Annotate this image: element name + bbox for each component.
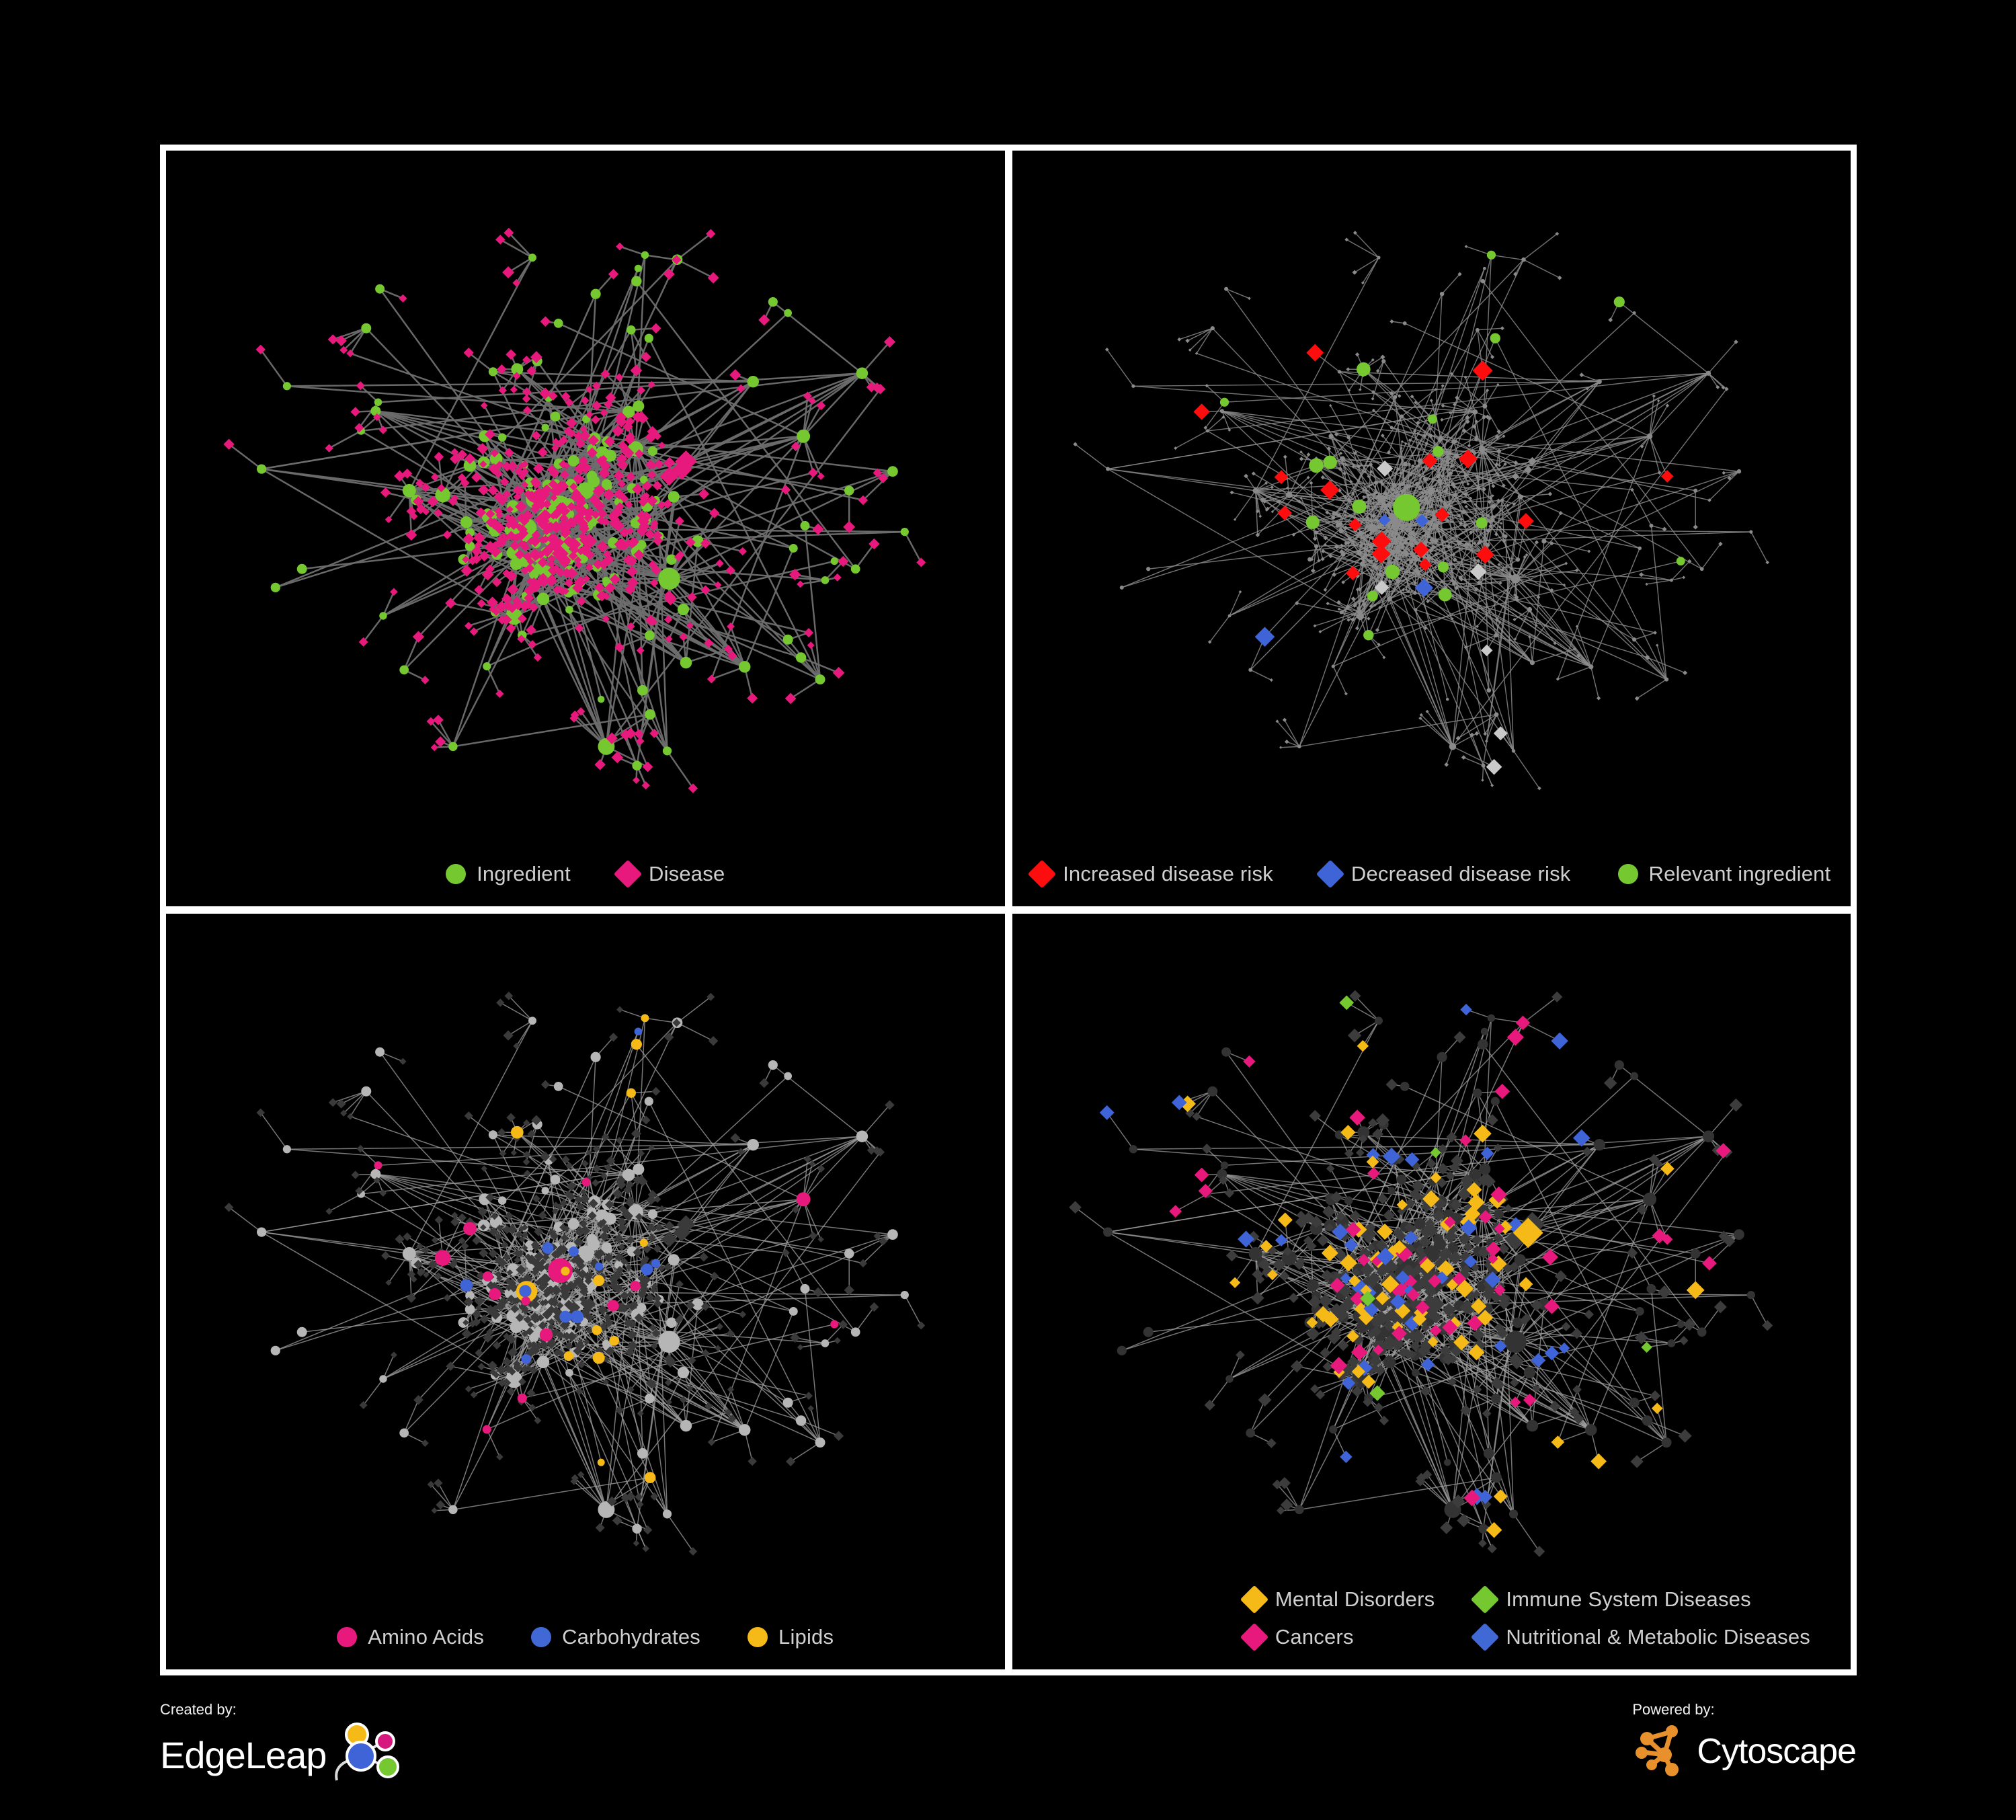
- panel-grid: Ingredient Disease Increased disease ris…: [160, 145, 1857, 1675]
- footer-kicker-left: Created by:: [160, 1701, 237, 1718]
- panel-disease-class[interactable]: Mental Disorders Immune System Diseases …: [1012, 914, 1851, 1669]
- network-canvas-4: [1012, 914, 1851, 1669]
- footer-wordmark-left: EdgeLeap: [160, 1733, 327, 1776]
- footer-created-by: Created by: EdgeLeap: [160, 1701, 412, 1788]
- network-canvas-2: [1012, 151, 1851, 906]
- network-canvas-3: [166, 914, 1005, 1669]
- panel-ingredient-class[interactable]: Amino Acids Carbohydrates Lipids: [166, 914, 1005, 1669]
- footer-wordmark-right: Cytoscape: [1697, 1731, 1857, 1771]
- cytoscape-node-link-logo-icon: [1632, 1723, 1690, 1780]
- network-canvas-1: [166, 151, 1005, 906]
- panel-disease-risk[interactable]: Increased disease risk Decreased disease…: [1012, 151, 1851, 906]
- footer-kicker-right: Powered by:: [1632, 1701, 1715, 1718]
- panel-ingredient-disease[interactable]: Ingredient Disease: [166, 151, 1005, 906]
- edgeleap-network-logo-icon: [331, 1723, 412, 1788]
- edgeleap-logo-row: EdgeLeap: [160, 1723, 412, 1788]
- cytoscape-logo-row: Cytoscape: [1632, 1723, 1857, 1780]
- footer-powered-by: Powered by:: [1632, 1701, 1857, 1780]
